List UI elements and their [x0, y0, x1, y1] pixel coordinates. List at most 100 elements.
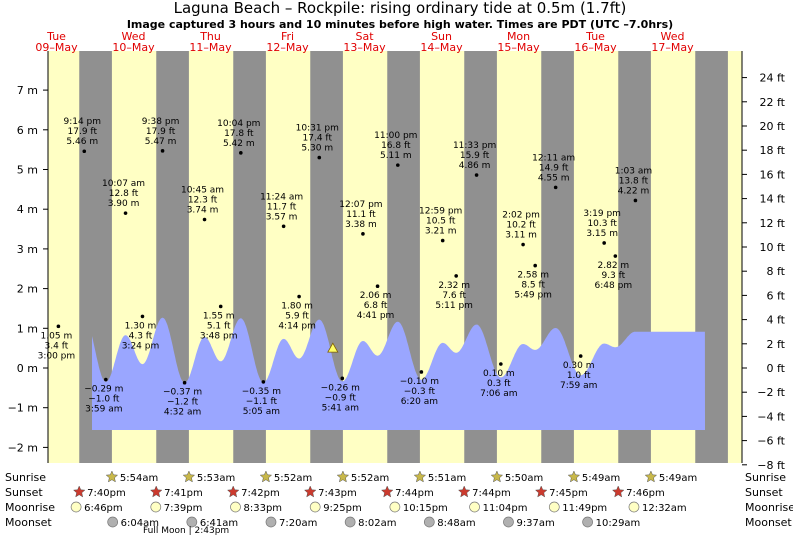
moonrise-time: 11:49pm: [562, 503, 607, 514]
moonrise-time: 10:15pm: [403, 503, 448, 514]
moonset-icon: [423, 516, 435, 528]
extreme-label: 9.3 ft: [601, 271, 625, 281]
day-header-date: 14–May: [420, 41, 463, 54]
extreme-dot: [602, 241, 606, 245]
sunset-icon: [226, 485, 240, 498]
extreme-label: 5:11 pm: [435, 301, 473, 311]
sunrise-time: 5:49am: [582, 473, 620, 484]
extreme-label: −0.37 m: [163, 388, 202, 398]
sunset-time: 7:41pm: [164, 488, 203, 499]
sunrise-time: 5:49am: [659, 473, 697, 484]
extreme-label: 12:11 am: [532, 153, 575, 163]
left-tick-label: −1 m: [8, 402, 38, 415]
extreme-dot: [317, 155, 322, 160]
extreme-label: 11.7 ft: [267, 202, 297, 212]
moonrise-time: 7:39pm: [164, 503, 203, 514]
moonset-icon: [265, 516, 277, 528]
left-tick-label: 5 m: [17, 164, 38, 177]
extreme-label: 6:48 pm: [595, 281, 633, 291]
sunset-icon: [149, 485, 163, 498]
sunrise-icon: [259, 470, 273, 483]
sunrise-icon: [336, 470, 350, 483]
extreme-label: 1.55 m: [203, 311, 235, 321]
moonrise-time: 11:04pm: [483, 503, 528, 514]
extreme-dot: [104, 377, 108, 382]
day-header-date: 11–May: [189, 41, 232, 54]
extreme-label: 7.6 ft: [442, 291, 466, 301]
sunset-icon: [72, 485, 86, 498]
extreme-dot: [521, 242, 525, 247]
day-header-date: 15–May: [497, 41, 540, 54]
sunset-time: 7:44pm: [395, 488, 434, 499]
moonset-time: 8:02am: [358, 518, 396, 529]
sunset-icon: [457, 485, 471, 498]
extreme-label: −0.26 m: [321, 383, 360, 393]
row-label-right: Moonrise: [745, 501, 793, 514]
row-label-right: Sunset: [745, 486, 783, 499]
extreme-dot: [140, 314, 145, 319]
extreme-label: 10.5 ft: [426, 217, 456, 227]
moonset-icon: [582, 516, 593, 528]
sunset-time: 7:42pm: [241, 488, 280, 499]
right-tick-label: 8 ft: [767, 265, 786, 278]
extreme-label: 11:33 pm: [453, 141, 496, 151]
sunset-time: 7:40pm: [87, 488, 126, 499]
extreme-dot: [533, 263, 537, 268]
right-tick-label: 6 ft: [767, 289, 786, 302]
extreme-dot: [340, 376, 345, 381]
row-label-left: Sunrise: [5, 471, 46, 484]
right-tick-label: 2 ft: [767, 338, 786, 351]
extreme-dot: [239, 151, 243, 155]
sunrise-time: 5:50am: [505, 473, 543, 484]
moonrise-icon: [628, 501, 640, 513]
right-tick-label: −4 ft: [757, 410, 785, 423]
extreme-label: 1.30 m: [125, 321, 157, 331]
sunrise-icon: [490, 470, 504, 483]
extreme-dot: [474, 173, 479, 177]
extreme-dot: [218, 304, 223, 309]
day-header-dow: Sat: [356, 30, 375, 43]
extreme-label: 4.22 m: [618, 186, 650, 196]
extreme-label: 17.4 ft: [303, 134, 333, 144]
extreme-dot: [261, 380, 266, 384]
moonset-icon: [107, 516, 119, 528]
extreme-label: 5.47 m: [145, 137, 177, 147]
extreme-label: −0.3 ft: [404, 387, 436, 397]
sunset-icon: [303, 485, 317, 498]
extreme-label: 11:24 am: [260, 192, 303, 202]
extreme-dot: [375, 284, 380, 289]
extreme-label: 8.5 ft: [521, 281, 545, 291]
moonrise-icon: [309, 501, 321, 513]
extreme-label: 17.9 ft: [146, 127, 176, 137]
moonset-time: 6:41am: [200, 518, 238, 529]
sunrise-time: 5:51am: [428, 473, 466, 484]
extreme-label: 5.11 m: [380, 151, 412, 161]
sunset-time: 7:46pm: [626, 488, 665, 499]
extreme-dot: [553, 185, 558, 190]
sunrise-icon: [413, 470, 427, 483]
sunrise-icon: [644, 470, 658, 483]
extreme-label: 13.8 ft: [619, 176, 649, 186]
extreme-label: 5.46 m: [66, 137, 98, 147]
extreme-label: 2.32 m: [438, 281, 470, 291]
extreme-label: 5:41 am: [322, 403, 359, 413]
moonset-time: 7:20am: [279, 518, 317, 529]
sunset-time: 7:43pm: [318, 488, 357, 499]
moonset-time: 10:29am: [596, 518, 641, 529]
tide-area: [92, 317, 705, 430]
extreme-label: 3.74 m: [187, 206, 219, 216]
extreme-dot: [396, 163, 400, 167]
day-header-date: 09–May: [35, 41, 78, 54]
extreme-label: −1.2 ft: [167, 398, 199, 408]
extreme-label: 1.0 ft: [567, 371, 591, 381]
left-tick-label: 4 m: [17, 203, 38, 216]
moonset-icon: [344, 516, 356, 528]
extreme-label: 3:00 pm: [38, 351, 76, 361]
day-header-dow: Mon: [507, 30, 530, 43]
extreme-label: 4.86 m: [459, 161, 491, 171]
day-header-dow: Sun: [431, 30, 452, 43]
extreme-label: 3.57 m: [266, 212, 298, 222]
extreme-dot: [419, 370, 424, 374]
extreme-label: 3.4 ft: [45, 341, 69, 351]
sunrise-icon: [182, 470, 196, 483]
